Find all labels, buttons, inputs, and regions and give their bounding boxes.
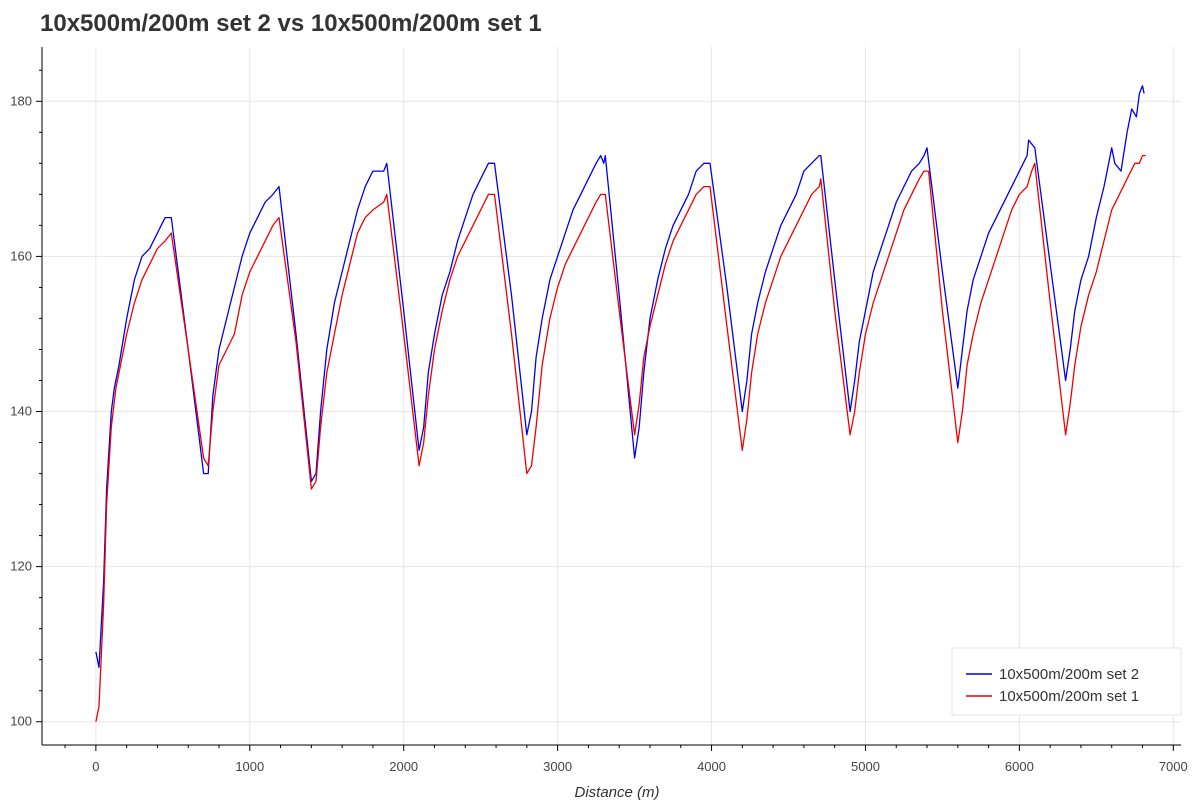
- x-tick-label: 4000: [697, 759, 726, 774]
- x-tick-label: 7000: [1159, 759, 1188, 774]
- grid-lines: [42, 47, 1181, 745]
- x-tick-label: 3000: [543, 759, 572, 774]
- x-tick-label: 1000: [235, 759, 264, 774]
- series-layer: [95, 85, 1146, 722]
- chart-title: 10x500m/200m set 2 vs 10x500m/200m set 1: [40, 10, 542, 37]
- y-tick-label: 100: [10, 714, 32, 729]
- legend-label-2: 10x500m/200m set 1: [999, 688, 1139, 705]
- x-tick-label: 6000: [1005, 759, 1034, 774]
- legend-label-1: 10x500m/200m set 2: [999, 666, 1139, 683]
- x-tick-label: 2000: [389, 759, 418, 774]
- series-line-1: [95, 85, 1145, 669]
- x-axis-label: Distance (m): [574, 784, 659, 801]
- legend-box: [951, 647, 1182, 716]
- y-tick-label: 180: [10, 93, 32, 108]
- legend: 10x500m/200m set 2 10x500m/200m set 1: [951, 647, 1182, 716]
- x-tick-label: 5000: [851, 759, 880, 774]
- y-tick-label: 140: [10, 404, 32, 419]
- y-tick-label: 160: [10, 248, 32, 263]
- y-tick-label: 120: [10, 559, 32, 574]
- x-tick-label: 0: [92, 759, 99, 774]
- axes: 0 1000 2000 3000 4000 5000 6000 7000 100 120 140 16…: [10, 47, 1188, 774]
- series-line-2: [95, 154, 1146, 722]
